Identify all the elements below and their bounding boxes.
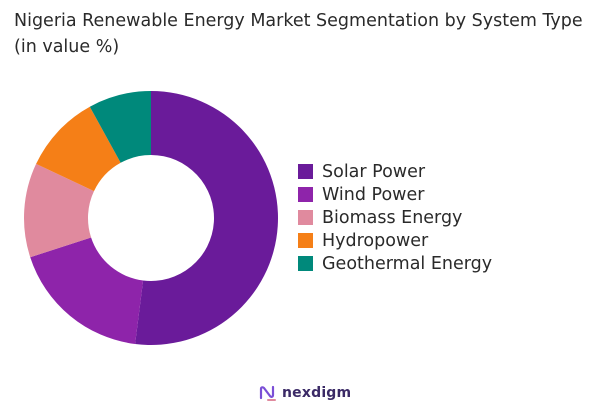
slice-hydropower bbox=[36, 106, 121, 192]
legend-item: Geothermal Energy bbox=[298, 252, 492, 275]
slice-wind-power bbox=[30, 237, 144, 344]
legend-swatch bbox=[298, 233, 313, 248]
legend-item: Wind Power bbox=[298, 183, 492, 206]
legend-label: Wind Power bbox=[322, 184, 425, 205]
brand-name: nexdigm bbox=[282, 385, 352, 401]
nexdigm-logo-icon bbox=[259, 385, 276, 401]
slice-biomass-energy bbox=[24, 163, 94, 258]
donut-slices bbox=[24, 91, 278, 345]
chart-title: Nigeria Renewable Energy Market Segmenta… bbox=[14, 11, 583, 57]
chart-legend: Solar Power Wind Power Biomass Energy Hydro… bbox=[298, 160, 492, 275]
legend-swatch bbox=[298, 210, 313, 225]
legend-label: Solar Power bbox=[322, 161, 426, 182]
legend-label: Biomass Energy bbox=[322, 207, 463, 228]
brand-logo: nexdigm bbox=[258, 383, 351, 403]
legend-swatch bbox=[298, 256, 313, 271]
legend-item: Biomass Energy bbox=[298, 206, 492, 229]
slice-geothermal-energy bbox=[89, 91, 151, 163]
legend-swatch bbox=[298, 187, 313, 202]
legend-label: Hydropower bbox=[322, 230, 429, 251]
legend-item: Solar Power bbox=[298, 160, 492, 183]
legend-swatch bbox=[298, 164, 313, 179]
legend-label: Geothermal Energy bbox=[322, 253, 493, 274]
legend-item: Hydropower bbox=[298, 229, 492, 252]
slice-solar-power bbox=[135, 91, 278, 345]
